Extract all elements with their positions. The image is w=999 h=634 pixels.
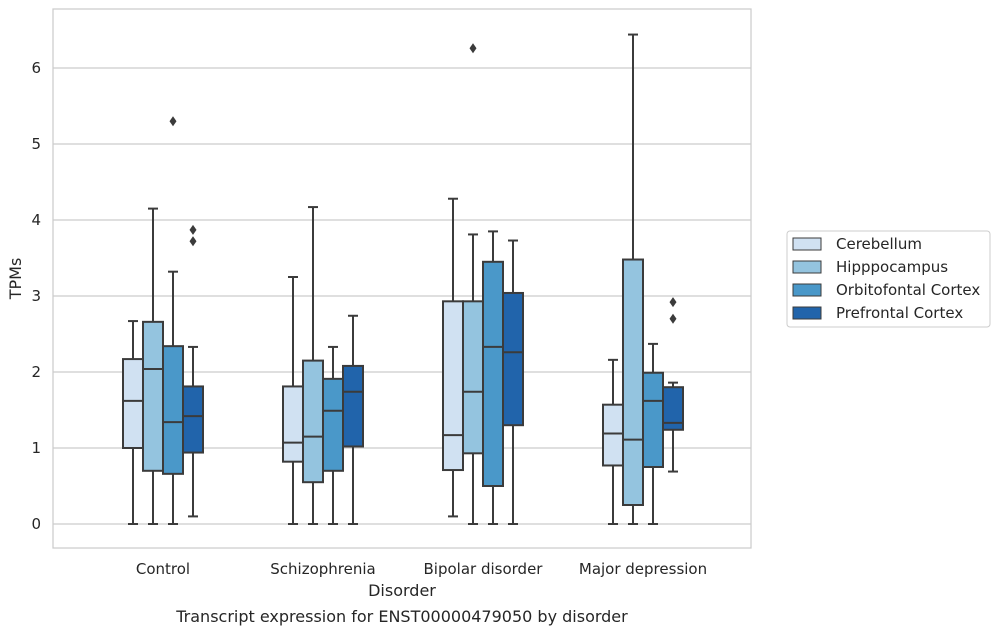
box-cerebellum — [282, 276, 304, 525]
outlier-point — [189, 224, 197, 235]
box-cerebellum — [602, 358, 624, 525]
legend-label: Hipppocampus — [836, 258, 948, 276]
x-axis-label: Disorder — [368, 581, 436, 600]
box-prefrontal-cortex — [182, 224, 204, 518]
y-tick-label: 3 — [31, 287, 41, 305]
x-tick-label: Schizophrenia — [270, 560, 375, 578]
legend-swatch — [792, 237, 822, 251]
y-tick-label: 5 — [31, 135, 41, 153]
legend: Cerebellum Hipppocampus Orbitofontal Corte… — [786, 230, 991, 328]
legend-swatch — [792, 260, 822, 274]
outlier-point — [669, 313, 677, 324]
box-prefrontal-cortex — [342, 314, 364, 525]
box-hipppocampus — [302, 206, 324, 525]
y-tick-label: 0 — [31, 515, 41, 533]
box-prefrontal-cortex — [662, 297, 684, 473]
y-tick-label: 2 — [31, 363, 41, 381]
box-iqr — [662, 386, 684, 431]
box-hipppocampus — [622, 33, 644, 525]
box-cerebellum — [442, 197, 464, 518]
y-tick-label: 4 — [31, 211, 41, 229]
box-iqr — [642, 371, 664, 469]
legend-swatch — [792, 283, 822, 297]
chart-caption: Transcript expression for ENST0000047905… — [175, 607, 628, 626]
box-hipppocampus — [142, 207, 164, 525]
box-iqr — [442, 300, 464, 472]
box-iqr — [342, 364, 364, 448]
y-tick-label: 1 — [31, 439, 41, 457]
box-iqr — [502, 291, 524, 427]
box-orbitofontal-cortex — [642, 342, 664, 525]
box-orbitofontal-cortex — [162, 116, 184, 525]
box-groups — [122, 33, 684, 525]
outlier-point — [669, 297, 677, 308]
y-tick-label: 6 — [31, 59, 41, 77]
box-iqr — [142, 320, 164, 472]
y-tick-labels: 0 1 2 3 4 5 6 — [31, 59, 41, 533]
outlier-point — [169, 116, 177, 127]
box-iqr — [182, 385, 204, 454]
box-iqr — [482, 260, 504, 487]
x-tick-label: Control — [136, 560, 190, 578]
legend-label: Cerebellum — [836, 235, 922, 253]
box-orbitofontal-cortex — [482, 230, 504, 525]
legend-label: Prefrontal Cortex — [836, 304, 963, 322]
box-iqr — [462, 300, 484, 455]
box-iqr — [322, 377, 344, 472]
legend-frame — [786, 230, 991, 328]
box-iqr — [122, 358, 144, 449]
box-iqr — [602, 403, 624, 467]
box-iqr — [282, 385, 304, 463]
box-orbitofontal-cortex — [322, 345, 344, 525]
legend-swatch — [792, 306, 822, 320]
box-prefrontal-cortex — [502, 239, 524, 525]
box-cerebellum — [122, 320, 144, 525]
x-tick-labels: Control Schizophrenia Bipolar disorder Majo… — [136, 560, 707, 578]
outlier-point — [469, 43, 477, 54]
box-iqr — [622, 258, 644, 506]
legend-label: Orbitofontal Cortex — [836, 281, 980, 299]
plot-frame — [52, 8, 752, 549]
y-axis-label: TPMs — [6, 258, 25, 301]
box-iqr — [162, 345, 184, 475]
outlier-point — [189, 236, 197, 247]
x-tick-label: Major depression — [579, 560, 707, 578]
box-iqr — [302, 359, 324, 484]
box-hipppocampus — [462, 43, 484, 525]
x-tick-label: Bipolar disorder — [424, 560, 544, 578]
